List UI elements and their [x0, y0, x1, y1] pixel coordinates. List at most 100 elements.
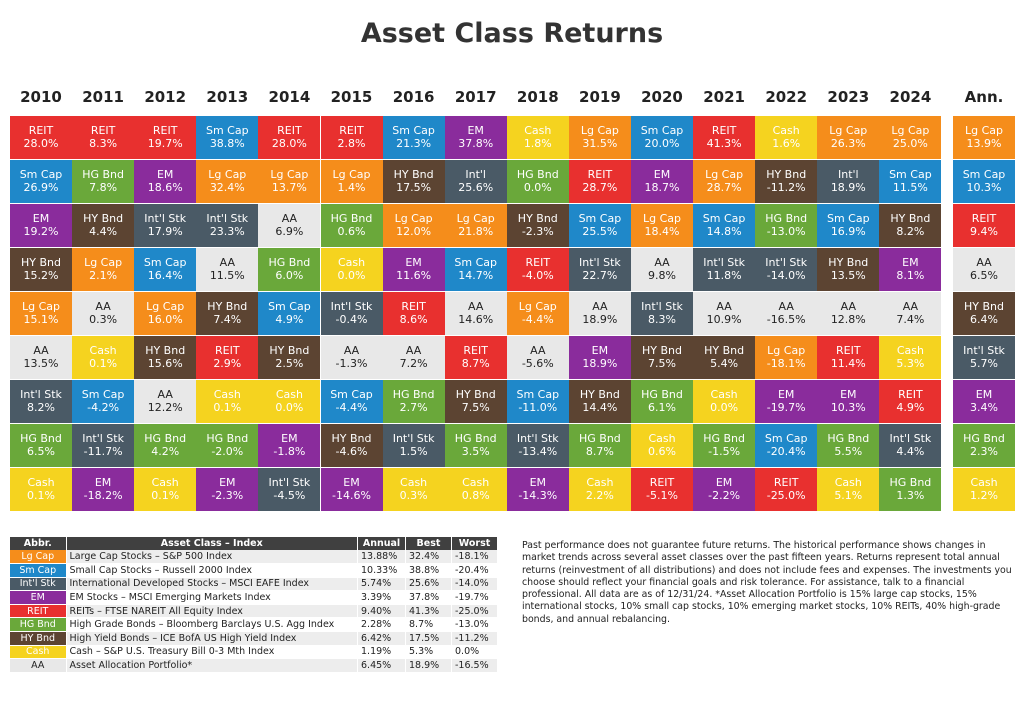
return-cell: Lg Cap 32.4%: [196, 160, 259, 203]
asset-label: EM: [94, 476, 112, 489]
asset-label: Lg Cap: [456, 212, 495, 225]
return-cell: AA 0.3%: [72, 292, 135, 335]
return-value: 5.5%: [834, 445, 863, 458]
return-value: 0.1%: [27, 489, 55, 502]
return-cell: HG Bnd 7.8%: [72, 160, 135, 203]
legend-best: 18.9%: [405, 658, 452, 673]
asset-label: EM: [281, 432, 298, 445]
asset-label: AA: [654, 256, 670, 269]
return-value: 17.5%: [396, 181, 432, 194]
asset-label: HY Bnd: [83, 212, 124, 225]
return-cell: EM -19.7%: [755, 380, 818, 423]
return-value: 5.4%: [710, 357, 739, 370]
legend-abbr: HG Bnd: [10, 617, 67, 633]
return-value: 16.4%: [147, 269, 183, 282]
return-cell: HY Bnd -4.6%: [320, 424, 383, 467]
asset-label: REIT: [215, 344, 240, 357]
asset-label: AA: [778, 300, 794, 313]
return-cell: HY Bnd 15.2%: [10, 248, 72, 291]
return-value: 7.2%: [399, 357, 428, 370]
return-cell: EM -2.3%: [196, 468, 259, 511]
return-cell: EM -18.2%: [72, 468, 135, 511]
return-value: 8.6%: [399, 313, 428, 326]
return-value: 14.6%: [458, 313, 494, 326]
legend-abbr: HY Bnd: [10, 631, 67, 646]
asset-label: HY Bnd: [517, 212, 558, 225]
asset-label: Sm Cap: [392, 124, 435, 137]
asset-label: HY Bnd: [269, 344, 310, 357]
return-cell: EM 18.9%: [568, 336, 631, 379]
return-value: 11.5%: [209, 269, 245, 282]
return-cell: Sm Cap 16.9%: [817, 204, 880, 247]
return-value: 28.7%: [582, 181, 618, 194]
asset-label: REIT: [649, 476, 675, 489]
asset-label: Cash: [970, 476, 998, 489]
legend-header-row: Abbr. Asset Class – Index Annual Best Wo…: [10, 537, 498, 550]
return-value: 2.2%: [585, 489, 614, 502]
return-cell: HG Bnd 2.3%: [953, 424, 1015, 467]
year-header: 2018: [516, 88, 559, 106]
return-value: 6.5%: [27, 445, 55, 458]
return-cell: HG Bnd -1.5%: [693, 424, 756, 467]
asset-label: Int'l Stk: [765, 256, 808, 269]
return-value: 19.2%: [23, 225, 59, 238]
asset-label: HG Bnd: [963, 432, 1005, 445]
return-cell: HY Bnd 2.5%: [258, 336, 321, 379]
return-cell: Cash 0.1%: [196, 380, 259, 423]
asset-label: EM: [975, 388, 993, 401]
asset-label: Int'l: [465, 168, 486, 181]
return-cell: HY Bnd 13.5%: [817, 248, 880, 291]
asset-label: HG Bnd: [765, 212, 808, 225]
legend-annual: 3.39%: [357, 590, 406, 605]
asset-label: Lg Cap: [580, 124, 619, 137]
return-cell: Cash 2.2%: [568, 468, 631, 511]
return-value: -4.6%: [335, 445, 368, 458]
return-cell: Cash 0.1%: [10, 468, 72, 511]
return-value: -18.2%: [83, 489, 123, 502]
asset-label: Lg Cap: [270, 168, 309, 181]
return-cell: HY Bnd 7.4%: [196, 292, 259, 335]
return-value: 25.6%: [458, 181, 494, 194]
return-value: 4.4%: [896, 445, 925, 458]
asset-label: Sm Cap: [578, 212, 622, 225]
return-value: 2.7%: [399, 401, 428, 414]
return-cell: Sm Cap -4.2%: [72, 380, 135, 423]
year-header: 2015: [330, 88, 373, 106]
legend-abbr: EM: [10, 590, 67, 605]
return-cell: AA 11.5%: [196, 248, 259, 291]
legend-annual: 10.33%: [357, 563, 406, 578]
return-cell: REIT 28.0%: [10, 116, 72, 159]
return-cell: HG Bnd 4.2%: [134, 424, 197, 467]
return-cell: HY Bnd 17.5%: [382, 160, 445, 203]
asset-label: REIT: [525, 256, 551, 269]
legend-row: HG Bnd High Grade Bonds – Bloomberg Barcl…: [10, 617, 498, 633]
return-cell: Sm Cap 25.5%: [568, 204, 631, 247]
return-value: 18.9%: [582, 313, 618, 326]
asset-label: AA: [592, 300, 608, 313]
asset-label: REIT: [339, 124, 364, 137]
return-cell: AA 7.4%: [879, 292, 942, 335]
return-value: 19.7%: [147, 137, 183, 150]
asset-label: Int'l Stk: [20, 388, 62, 401]
return-value: 6.9%: [275, 225, 304, 238]
return-value: 0.0%: [523, 181, 552, 194]
return-value: 13.5%: [830, 269, 866, 282]
asset-label: Lg Cap: [518, 300, 557, 313]
legend-row: Cash Cash – S&P U.S. Treasury Bill 0-3 Mt…: [10, 645, 498, 660]
legend-row: Lg Cap Large Cap Stocks – S&P 500 Index 13…: [10, 550, 498, 565]
legend-best: 37.8%: [405, 590, 452, 605]
return-value: -5.6%: [521, 357, 554, 370]
return-cell: Sm Cap 20.0%: [631, 116, 693, 159]
legend-header-worst: Worst: [451, 537, 498, 550]
return-cell: Int'l Stk 17.9%: [134, 204, 197, 247]
year-header: 2020: [641, 88, 683, 106]
return-cell: Lg Cap 18.4%: [631, 204, 693, 247]
return-value: 1.6%: [772, 137, 801, 150]
return-value: 37.8%: [458, 137, 494, 150]
asset-label: EM: [715, 476, 733, 489]
return-value: 2.8%: [337, 137, 366, 150]
asset-label: REIT: [152, 124, 178, 137]
return-cell: Sm Cap 14.7%: [444, 248, 507, 291]
return-cell: Sm Cap -11.0%: [506, 380, 569, 423]
asset-label: Cash: [151, 476, 179, 489]
